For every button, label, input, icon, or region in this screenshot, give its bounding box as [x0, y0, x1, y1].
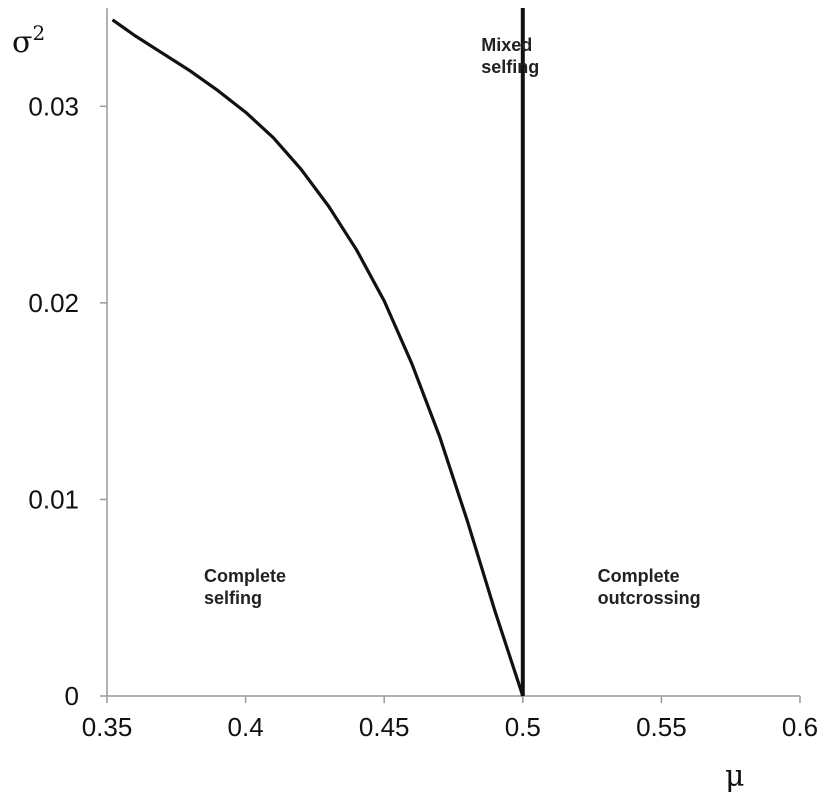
x-tick-label: 0.4: [228, 712, 264, 742]
region-label: Complete outcrossing: [598, 566, 701, 608]
y-tick-label: 0.03: [28, 91, 79, 121]
region-label-line: selfing: [481, 57, 539, 77]
y-axis-title: σ2: [12, 21, 45, 60]
region-label-line: selfing: [204, 588, 262, 608]
series: [111, 8, 525, 697]
region-label-line: Mixed: [481, 35, 532, 55]
x-tick-label: 0.55: [636, 712, 687, 742]
boundary-curve: [111, 18, 525, 697]
x-tick-label: 0.5: [505, 712, 541, 742]
y-tick-label: 0.02: [28, 288, 79, 318]
x-tick-label: 0.45: [359, 712, 410, 742]
region-label-line: Complete: [204, 566, 286, 586]
ticks: 0.35 0.4 0.45 0.5 0.55 0.6 0 0.01 0.02 0.03: [28, 91, 818, 742]
y-axis-title-superscript: 2: [32, 21, 45, 45]
x-tick-label: 0.6: [782, 712, 818, 742]
x-axis-title: μ: [725, 759, 745, 794]
axes: [106, 8, 800, 697]
x-tick-label: 0.35: [82, 712, 133, 742]
y-axis-title-base: σ: [12, 25, 32, 60]
y-tick-label: 0.01: [28, 484, 79, 514]
region-label: Mixed selfing: [481, 35, 539, 77]
region-label: Complete selfing: [204, 566, 286, 608]
region-label-line: Complete: [598, 566, 680, 586]
y-tick-label: 0: [65, 681, 79, 711]
region-label-line: outcrossing: [598, 588, 701, 608]
